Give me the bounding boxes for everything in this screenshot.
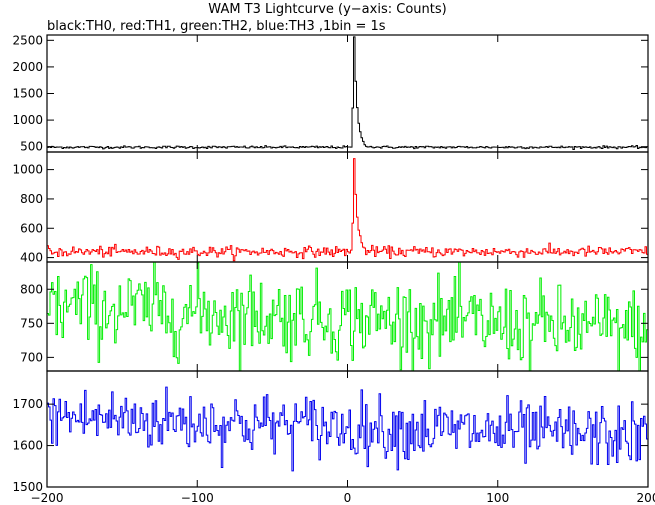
y-tick-label: 1500 (12, 480, 43, 494)
panel-frame-th1 (46, 151, 649, 263)
y-tick-label: 500 (20, 140, 43, 154)
series-line-th2 (47, 262, 648, 371)
series-line-th1 (47, 158, 648, 262)
panel-frame-th0 (46, 34, 649, 153)
y-tick-label: 1000 (12, 163, 43, 177)
series-line-th3 (47, 386, 648, 472)
series-line-th0 (47, 36, 648, 150)
x-tick-label: −200 (31, 491, 64, 505)
chart-title: WAM T3 Lightcurve (y−axis: Counts) (208, 2, 447, 17)
y-tick-label: 1500 (12, 87, 43, 101)
x-tick-label: 200 (637, 491, 655, 505)
y-tick-label: 1000 (12, 113, 43, 127)
chart-subtitle: black:TH0, red:TH1, green:TH2, blue:TH3 … (47, 19, 386, 34)
y-tick-label: 400 (20, 251, 43, 265)
y-tick-label: 800 (20, 192, 43, 206)
y-tick-label: 2000 (12, 60, 43, 74)
x-tick-label: −100 (181, 491, 214, 505)
y-tick-label: 750 (20, 316, 43, 330)
y-tick-label: 1600 (12, 439, 43, 453)
x-tick-label: 100 (486, 491, 509, 505)
y-tick-label: 800 (20, 282, 43, 296)
y-tick-label: 600 (20, 221, 43, 235)
y-tick-label: 700 (20, 350, 43, 364)
y-tick-label: 2500 (12, 33, 43, 47)
x-tick-label: 0 (344, 491, 352, 505)
y-tick-label: 1700 (12, 397, 43, 411)
